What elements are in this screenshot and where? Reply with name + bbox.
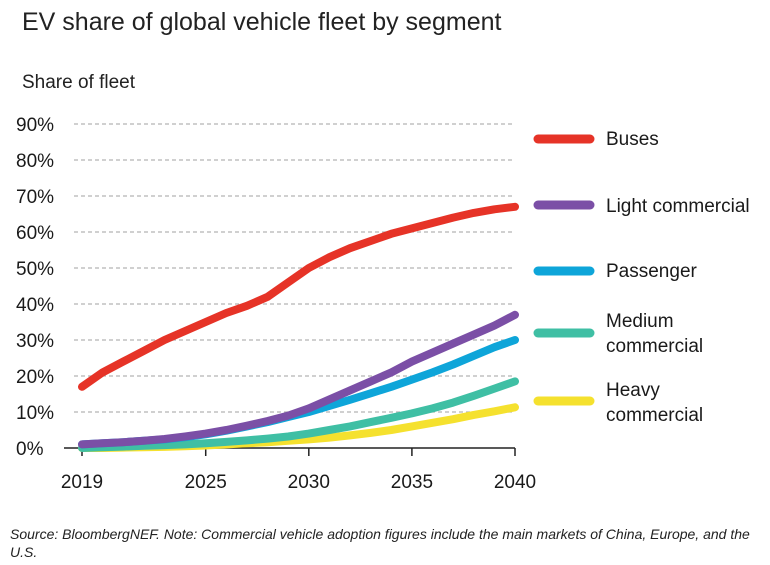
x-tick-label: 2035 <box>391 472 433 493</box>
legend-label-heavy-commercial: commercial <box>606 405 703 426</box>
x-tick-label: 2040 <box>494 472 536 493</box>
y-tick-label: 60% <box>16 223 54 244</box>
x-axis: 2019 2025 2030 2035 2040 <box>61 447 536 493</box>
source-note: Source: BloombergNEF. Note: Commercial v… <box>10 526 750 560</box>
legend-label-medium-commercial: commercial <box>606 336 703 357</box>
y-tick-label: 50% <box>16 259 54 280</box>
x-tick-label: 2025 <box>185 472 227 493</box>
y-tick-label: 80% <box>16 151 54 172</box>
series-lines <box>78 202 519 452</box>
series-line-medium-commercial <box>78 377 519 452</box>
y-axis: 0% 10% 20% 30% 40% 50% 60% 70% 80% 90% <box>16 115 54 460</box>
chart-title: EV share of global vehicle fleet by segm… <box>22 8 502 36</box>
y-tick-label: 20% <box>16 367 54 388</box>
series-line-buses <box>78 202 519 391</box>
x-tick-label: 2030 <box>288 472 330 493</box>
x-tick-label: 2019 <box>61 472 103 493</box>
legend-label-passenger: Passenger <box>606 261 698 282</box>
series-line-light-commercial <box>78 310 519 449</box>
series-line-passenger <box>78 336 519 449</box>
y-tick-label: 10% <box>16 403 54 424</box>
y-tick-label: 30% <box>16 331 54 352</box>
y-tick-label: 40% <box>16 295 54 316</box>
legend-label-heavy-commercial: Heavy <box>606 380 660 401</box>
line-chart: 0%10%20%30%40%50%60%70%80%90% 2019 2025 20… <box>16 115 750 493</box>
legend-label-light-commercial: Light commercial <box>606 196 750 217</box>
y-axis-title: Share of fleet <box>22 72 136 93</box>
y-tick-label: 90% <box>16 115 54 136</box>
legend: Buses Light commercial Passenger Medium comm… <box>533 129 750 426</box>
y-tick-label: 0% <box>16 439 44 460</box>
legend-label-medium-commercial: Medium <box>606 311 674 332</box>
legend-label-buses: Buses <box>606 129 659 150</box>
y-tick-label: 70% <box>16 187 54 208</box>
